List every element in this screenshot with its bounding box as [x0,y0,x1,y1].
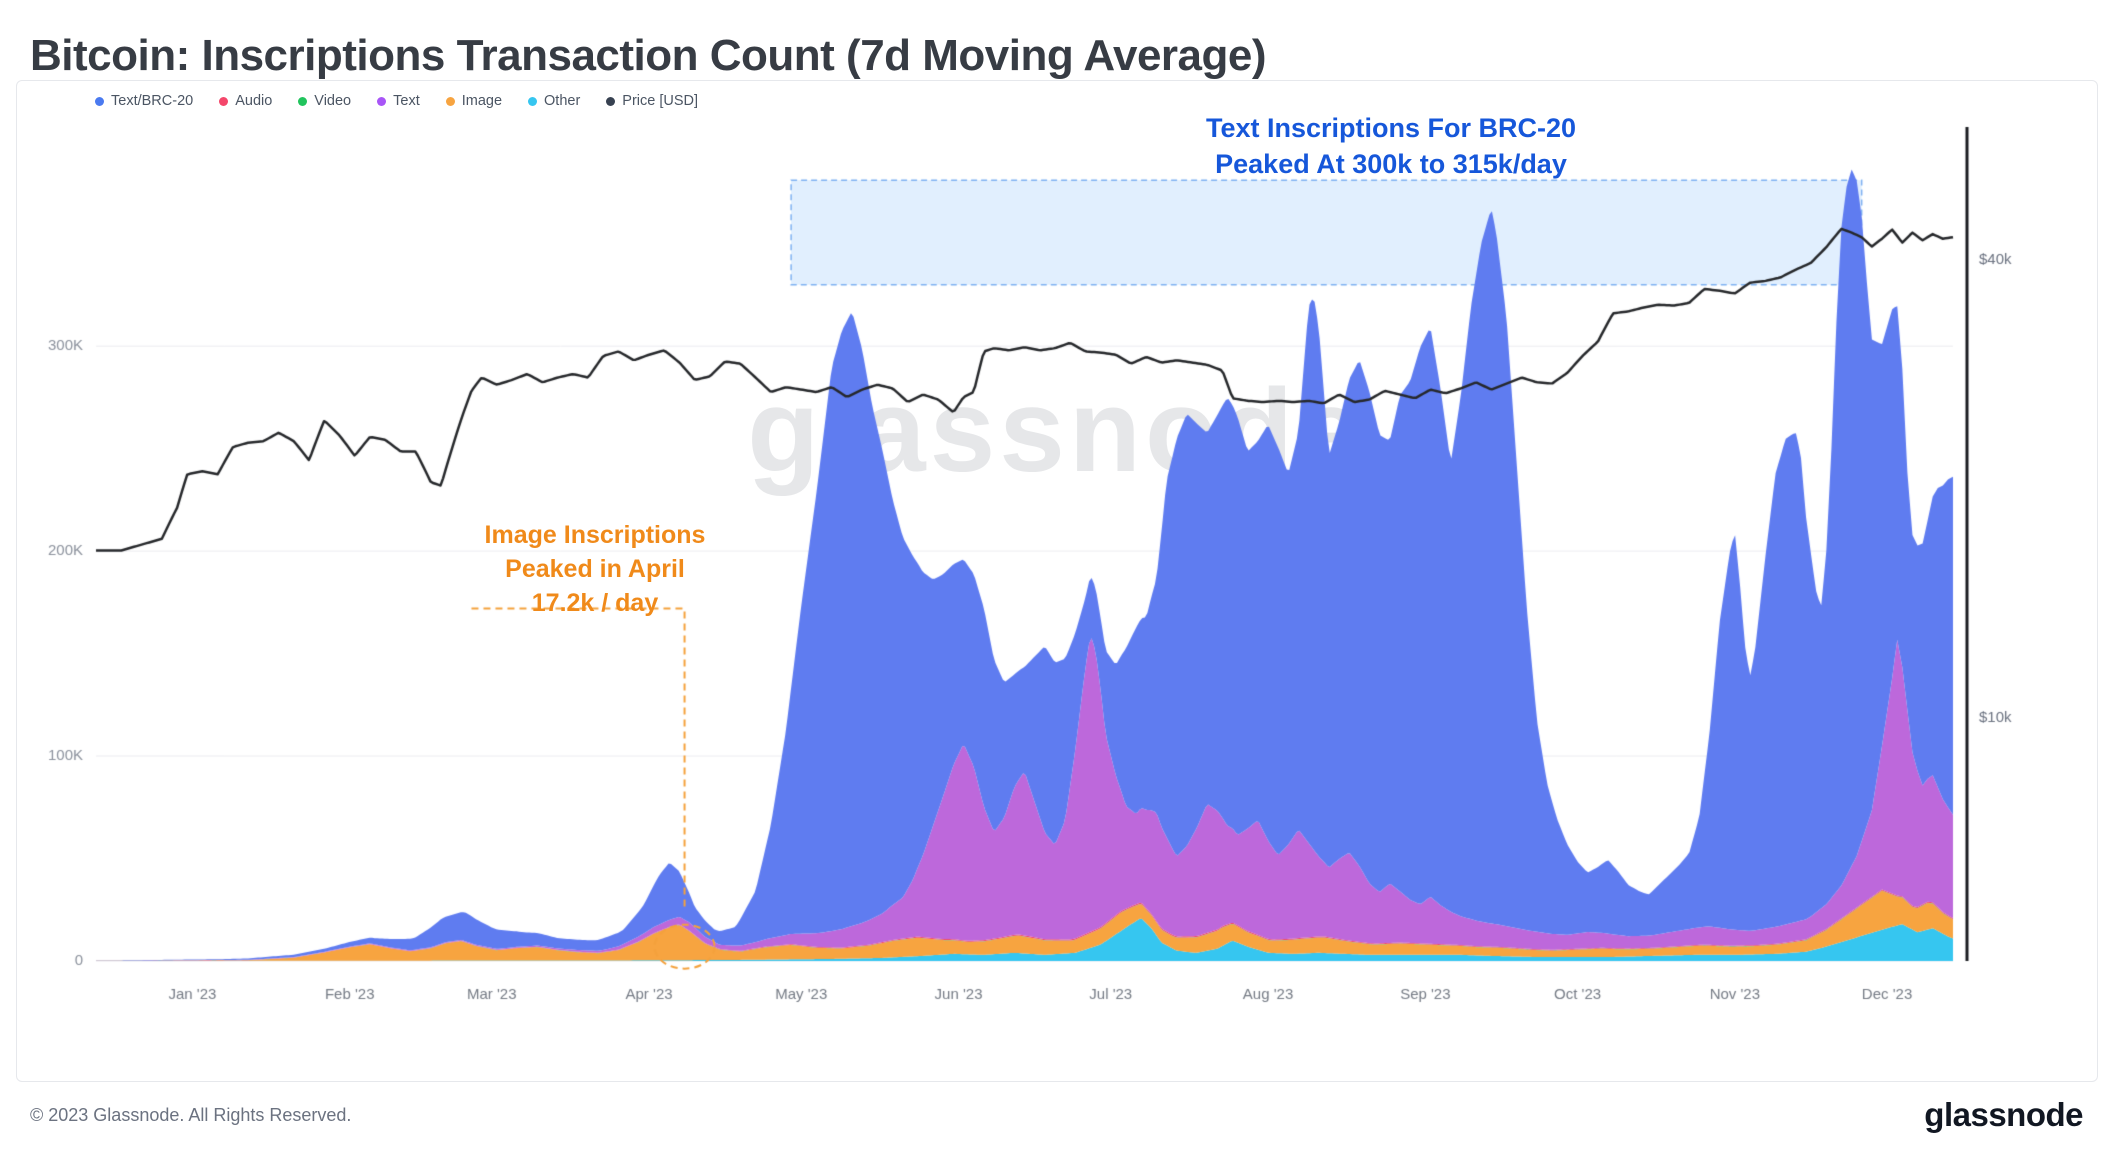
legend-label: Price [USD] [622,93,699,109]
annotation-brc20-peak: Text Inscriptions For BRC-20 Peaked At 3… [1206,111,1576,182]
annotation-brc20-line1: Text Inscriptions For BRC-20 [1205,113,1577,143]
legend-item-video[interactable]: Video [298,93,351,109]
inscriptions-area-chart[interactable] [17,117,2095,1047]
annotation-image-peak: Image Inscriptions Peaked in April 17.2k… [485,519,706,620]
annotation-image-line2: Peaked in April [505,554,685,583]
legend-label: Audio [235,93,273,109]
chart-card: glassnode Text/BRC-20AudioVideoTextImage… [16,80,2098,1082]
legend-item-image[interactable]: Image [445,93,503,109]
annotation-brc20-line2: Peaked At 300k to 315k/day [1215,148,1567,179]
legend-item-text[interactable]: Text [377,93,420,109]
legend-dot-icon [95,96,104,106]
legend-dot-icon [298,96,308,106]
legend-item-price-usd-[interactable]: Price [USD] [606,93,698,109]
footer: © 2023 Glassnode. All Rights Reserved. g… [0,1085,2113,1145]
legend-dot-icon [528,96,538,106]
legend-label: Text [393,93,420,109]
legend-label: Other [544,93,581,109]
legend-dot-icon [219,96,229,106]
page-title: Bitcoin: Inscriptions Transaction Count … [30,31,1267,81]
legend-label: Image [461,93,503,109]
legend-dot-icon [377,96,387,106]
annotation-image-line1: Image Inscriptions [484,521,706,549]
legend-dot-icon [606,96,616,106]
legend-item-audio[interactable]: Audio [219,93,272,109]
legend-label: Video [314,93,352,109]
annotation-image-line3: 17.2k / day [531,588,659,617]
chart-legend: Text/BRC-20 Audio Video Text Image Other Price… [95,93,698,109]
legend-label: Text/BRC-20 [111,93,194,109]
copyright-text: © 2023 Glassnode. All Rights Reserved. [30,1104,352,1125]
legend-dot-icon [445,96,455,106]
glassnode-logo: glassnode [1924,1096,2083,1133]
legend-item-other[interactable]: Other [528,93,580,109]
legend-item-text-brc-20[interactable]: Text/BRC-20 [95,93,193,109]
